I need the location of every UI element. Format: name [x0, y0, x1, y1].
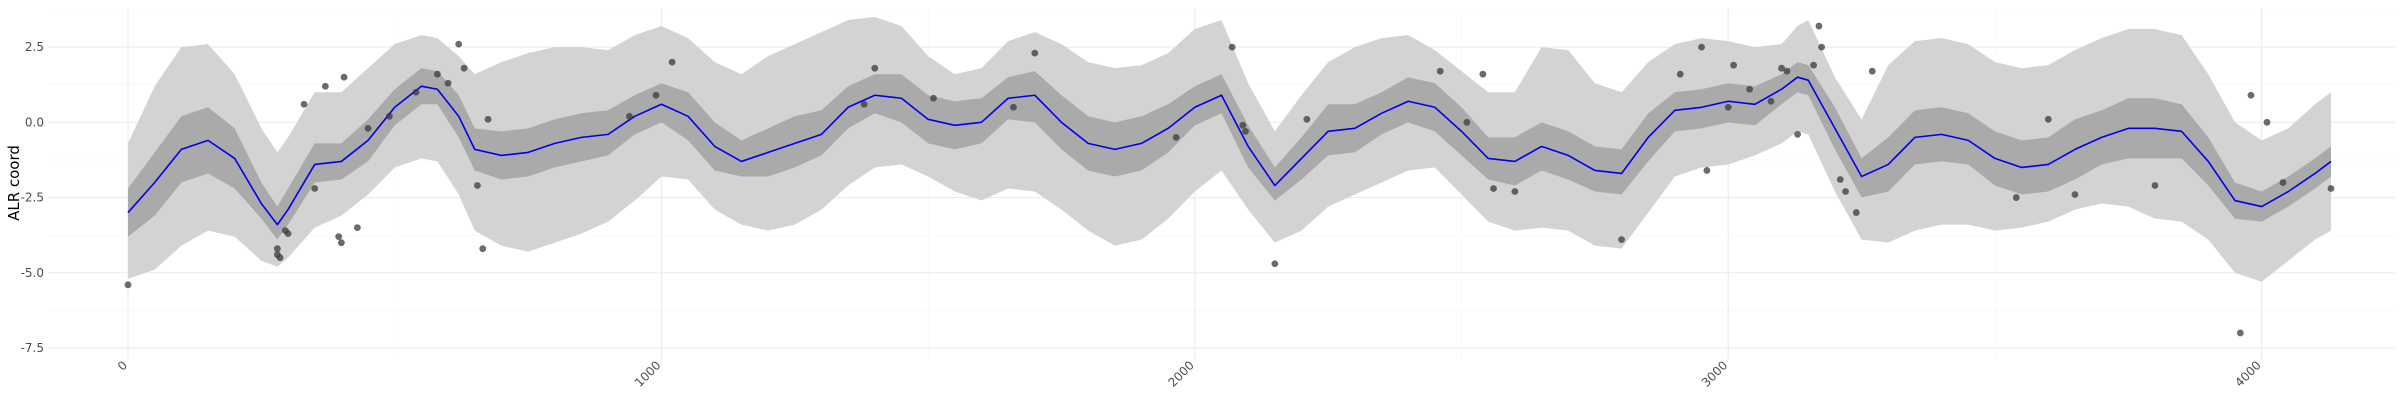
data-point [364, 124, 372, 132]
y-axis-ticks: -7.5 -5.0 -2.5 0.0 2.5 [21, 40, 44, 355]
data-point [1271, 260, 1279, 268]
data-point [321, 82, 329, 90]
data-point [124, 281, 132, 289]
data-point [460, 64, 468, 72]
data-point [455, 40, 463, 48]
y-tick-label: -5.0 [21, 266, 44, 280]
data-point [1239, 121, 1247, 129]
data-point [473, 182, 481, 189]
data-point [300, 100, 308, 108]
data-point [1490, 185, 1497, 192]
y-tick-label: -2.5 [21, 191, 44, 205]
data-point [385, 112, 393, 120]
data-point [1031, 49, 1039, 57]
data-point [1703, 167, 1711, 174]
data-point [626, 112, 633, 120]
data-point [1463, 118, 1471, 126]
data-point [1746, 85, 1753, 93]
y-tick-label: 2.5 [25, 40, 44, 54]
data-point [1836, 176, 1844, 183]
data-point [1242, 127, 1249, 135]
data-point [2071, 191, 2079, 198]
y-tick-label: -7.5 [21, 341, 44, 355]
data-point [433, 70, 441, 78]
data-point [1010, 103, 1017, 111]
data-point [1815, 22, 1823, 30]
x-tick-label: 1000 [632, 358, 663, 389]
data-point [1778, 64, 1785, 72]
x-tick-label: 0 [115, 358, 130, 373]
data-point [340, 73, 348, 81]
data-point [273, 245, 281, 253]
data-point [2263, 118, 2271, 126]
data-point [1303, 115, 1311, 123]
data-point [1436, 67, 1444, 75]
y-tick-label: 0.0 [25, 115, 44, 129]
data-point [871, 64, 879, 72]
data-point [311, 185, 319, 192]
x-tick-label: 3000 [1699, 358, 1730, 389]
data-point [1783, 67, 1791, 75]
data-point [337, 239, 345, 247]
data-point [1228, 43, 1236, 51]
data-point [1852, 209, 1860, 216]
data-point [1618, 236, 1625, 244]
data-point [1794, 130, 1801, 138]
data-point [2247, 91, 2255, 99]
data-point [484, 115, 492, 123]
data-point [1810, 61, 1817, 69]
data-point [412, 88, 420, 96]
data-point [2327, 185, 2335, 192]
data-point [1676, 70, 1684, 78]
data-point [1479, 70, 1487, 78]
data-point [1698, 43, 1705, 51]
data-point [2044, 115, 2052, 123]
observation-points [124, 22, 2335, 337]
data-point [1511, 188, 1519, 195]
x-tick-label: 2000 [1165, 358, 1196, 389]
data-point [1172, 133, 1180, 141]
data-point [2236, 329, 2244, 337]
data-point [652, 91, 660, 99]
data-point [444, 79, 452, 87]
mean-line [127, 76, 2332, 226]
inner-ribbon [128, 62, 2331, 240]
data-point [1767, 97, 1775, 105]
data-point [276, 254, 284, 262]
data-point [1818, 43, 1825, 51]
data-point [1842, 188, 1849, 195]
data-point [1724, 103, 1732, 111]
data-point [479, 245, 487, 253]
data-point [335, 233, 343, 241]
x-tick-label: 4000 [2232, 358, 2263, 389]
y-axis-title: ALR coord [5, 145, 23, 221]
data-point [1868, 67, 1876, 75]
data-point [284, 230, 292, 238]
data-point [2279, 179, 2287, 186]
data-point [2012, 194, 2020, 201]
x-axis-ticks: 0 1000 2000 3000 4000 [115, 358, 2264, 389]
data-point [1730, 61, 1737, 69]
data-point [930, 94, 937, 102]
data-point [353, 224, 361, 232]
data-point [860, 100, 868, 108]
data-point [2151, 182, 2159, 189]
data-point [668, 58, 676, 66]
